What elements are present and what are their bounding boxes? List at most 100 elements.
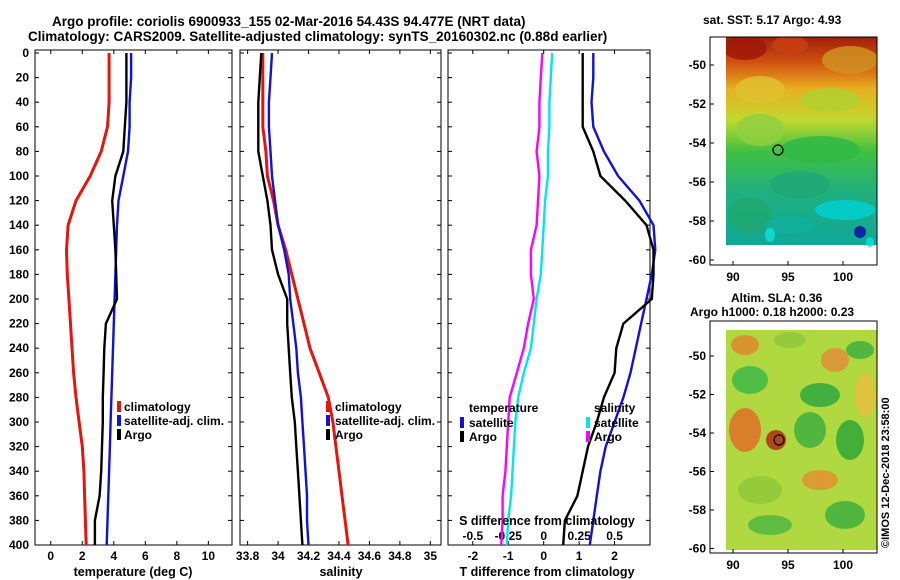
x-tick-label: 6 <box>142 549 149 563</box>
map-x-tick-label: 100 <box>833 270 853 284</box>
legend-title-temperature: temperature <box>469 401 539 415</box>
sst-map-field <box>726 37 877 247</box>
series-line-temperature-satellite <box>588 53 657 546</box>
depth-tick-label: 220 <box>9 317 29 331</box>
map-x-tick-label: 95 <box>781 270 795 284</box>
x-tick-label: 2 <box>79 549 86 563</box>
depth-axis: 0 20 40 60 80 100 120 140 160 180 200 220 240 260 280 3… <box>9 46 29 552</box>
series-line-climatology <box>261 53 350 546</box>
legend-label-t-satellite: satellite <box>469 416 514 430</box>
map-y-tick-label: -52 <box>689 97 707 111</box>
depth-tick-label: 260 <box>9 366 29 380</box>
legend-swatch-climatology <box>326 401 330 412</box>
figure-title-line2: Climatology: CARS2009. Satellite-adjuste… <box>28 29 607 44</box>
map-y-tick-label: -54 <box>689 426 707 440</box>
map-y-tick-label: -56 <box>689 175 707 189</box>
legend-label-argo: Argo <box>124 428 152 442</box>
map-y-tick-label: -58 <box>689 214 707 228</box>
x-tick-label: 4 <box>110 549 117 563</box>
map-y-tick-label: -50 <box>689 58 707 72</box>
depth-tick-label: 100 <box>9 169 29 183</box>
map-patch <box>800 383 840 407</box>
salinity-plot-frame <box>239 49 442 546</box>
map-patch <box>726 37 767 60</box>
depth-tick-label: 40 <box>16 95 30 109</box>
depth-tick-label: 400 <box>9 538 29 552</box>
map-patch <box>821 348 849 372</box>
x-tick-label: 34.2 <box>297 549 321 563</box>
x-tick-label: 34.8 <box>388 549 412 563</box>
series-line-salinity-argo <box>500 52 544 546</box>
difference-legend: temperature satellite Argo salinity sate… <box>460 401 639 444</box>
depth-tick-label: 320 <box>9 440 29 454</box>
x-tick-label: 10 <box>202 549 216 563</box>
x-top-tick-label: 0 <box>540 529 547 543</box>
legend-swatch-t-satellite <box>460 417 464 428</box>
salinity-xlabel: salinity <box>319 565 362 579</box>
map-patch <box>765 228 775 242</box>
depth-tick-label: 380 <box>9 513 29 527</box>
sst-map: sat. SST: 5.17 Argo: 4.93 90 95 100 -50 -52 -… <box>689 13 878 284</box>
legend-label-s-argo: Argo <box>594 430 622 444</box>
map-patch <box>854 226 866 238</box>
map-patch <box>836 420 864 460</box>
depth-tick-label: 240 <box>9 341 29 355</box>
temperature-plot-frame <box>34 49 233 546</box>
x-tick-label: 8 <box>173 549 180 563</box>
x-tick-label: 34 <box>271 549 285 563</box>
figure-title-line1: Argo profile: coriolis 6900933_155 02-Ma… <box>52 14 525 29</box>
temperature-panel: 0 2 4 6 8 10 temperature (deg C) climatology … <box>34 49 233 579</box>
legend-label-s-satellite: satellite <box>594 416 639 430</box>
map-x-tick-label: 95 <box>781 558 795 572</box>
x-tick-label: 0 <box>540 549 547 563</box>
sla-map-frame <box>709 320 878 554</box>
sla-map-title-line1: Altim. SLA: 0.36 <box>731 291 823 305</box>
map-patch <box>822 46 877 74</box>
difference-plot-frame <box>447 49 651 546</box>
map-patch <box>732 366 768 394</box>
map-patch <box>772 37 808 54</box>
depth-tick-label: 160 <box>9 243 29 257</box>
legend-swatch-t-argo <box>460 431 464 442</box>
map-patch <box>800 88 860 112</box>
x-top-tick-label: 0.25 <box>567 529 591 543</box>
series-line-satellite-adj-clim- <box>267 52 310 546</box>
x-top-tick-label: -0.5 <box>462 529 483 543</box>
map-patch <box>731 335 759 355</box>
salinity-panel: 33.8 34 34.2 34.4 34.6 34.8 35 salinity climat… <box>236 49 442 579</box>
map-patch <box>748 515 792 535</box>
depth-tick-label: 120 <box>9 194 29 208</box>
x-tick-label: -2 <box>467 549 478 563</box>
depth-tick-label: 20 <box>16 71 30 85</box>
map-y-tick-label: -50 <box>689 349 707 363</box>
depth-tick-label: 80 <box>16 144 30 158</box>
map-patch <box>738 476 782 504</box>
legend-label-argo: Argo <box>335 428 363 442</box>
depth-tick-label: 280 <box>9 390 29 404</box>
legend-swatch-s-argo <box>586 431 590 442</box>
legend-swatch-s-satellite <box>586 417 590 428</box>
depth-tick-label: 60 <box>16 120 30 134</box>
legend-swatch-argo <box>326 429 330 440</box>
x-tick-label: 34.4 <box>327 549 351 563</box>
difference-xlabel: T difference from climatology <box>459 565 634 579</box>
imos-watermark: ©IMOS 12-Dec-2018 23:58:00 <box>880 397 892 548</box>
legend-label-climatology: climatology <box>124 400 191 414</box>
series-line-argo <box>93 53 128 545</box>
legend-swatch-satellite <box>117 415 121 426</box>
x-tick-label: 35 <box>424 549 438 563</box>
depth-tick-label: 300 <box>9 415 29 429</box>
map-patch <box>728 197 772 233</box>
series-line-argo <box>257 52 304 546</box>
sla-map-field <box>726 330 877 550</box>
map-y-tick-label: -56 <box>689 465 707 479</box>
map-patch <box>780 136 860 164</box>
x-tick-label: 34.6 <box>358 549 382 563</box>
salinity-legend: climatology satellite-adj. clim. Argo <box>326 400 435 442</box>
series-line-temperature-argo <box>562 53 655 546</box>
series-line-satellite-adj-clim- <box>105 53 133 546</box>
map-patch <box>825 501 865 529</box>
map-patch <box>866 237 874 247</box>
depth-tick-label: 140 <box>9 218 29 232</box>
map-patch <box>770 171 830 199</box>
